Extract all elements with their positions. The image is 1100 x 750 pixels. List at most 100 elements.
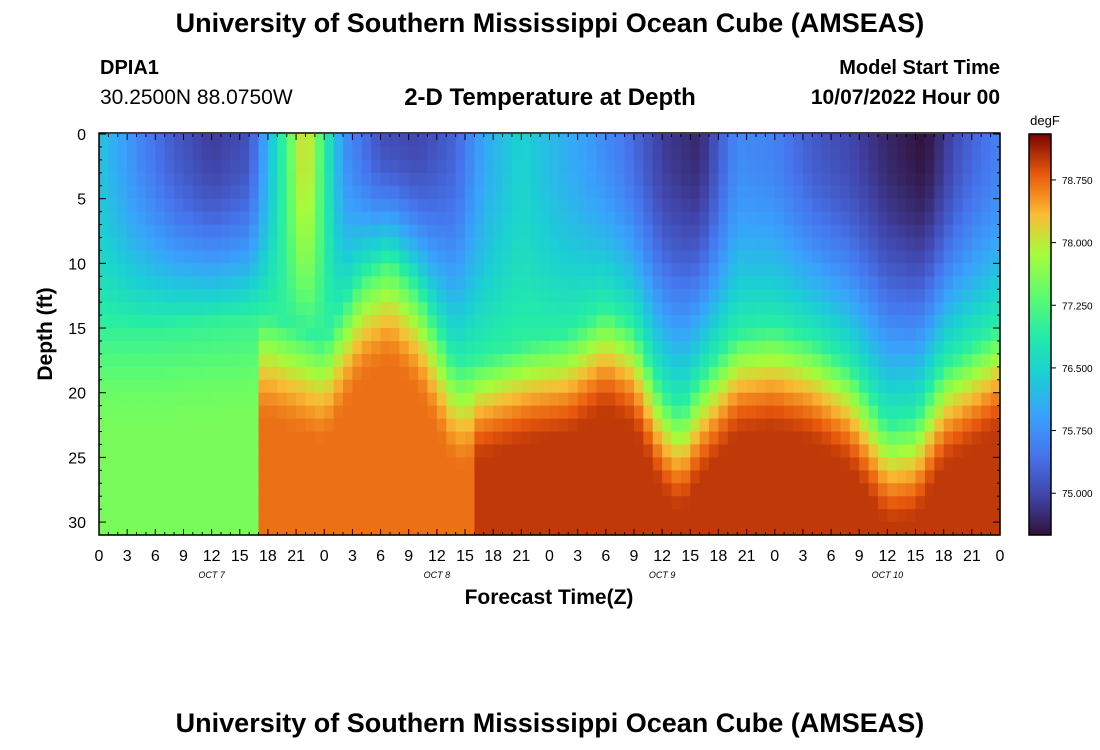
heatmap-cell <box>502 496 513 510</box>
heatmap-cell <box>981 172 992 187</box>
heatmap-cell <box>436 237 447 252</box>
heatmap-cell <box>784 431 795 446</box>
heatmap-cell <box>577 237 588 252</box>
heatmap-cell <box>765 263 776 277</box>
heatmap-cell <box>981 431 992 446</box>
heatmap-cell <box>962 185 973 200</box>
heatmap-cell <box>352 379 363 394</box>
heatmap-cell <box>277 315 288 329</box>
heatmap-cell <box>99 211 109 226</box>
heatmap-cell <box>314 159 325 174</box>
heatmap-cell <box>286 276 297 290</box>
heatmap-cell <box>934 522 945 536</box>
heatmap-cell <box>802 405 813 420</box>
heatmap-cell <box>343 340 354 355</box>
heatmap-cell <box>465 289 476 303</box>
heatmap-cell <box>380 315 391 329</box>
heatmap-cell <box>521 392 532 407</box>
heatmap-cell <box>943 522 954 536</box>
heatmap-cell <box>221 276 231 290</box>
heatmap-cell <box>455 470 466 484</box>
heatmap-cell <box>906 353 917 368</box>
heatmap-cell <box>755 276 766 290</box>
heatmap-cell <box>915 457 926 471</box>
heatmap-cell <box>596 134 607 148</box>
heatmap-cell <box>446 224 457 239</box>
heatmap-cell <box>737 379 748 394</box>
heatmap-cell <box>831 134 842 148</box>
heatmap-cell <box>568 379 579 394</box>
heatmap-cell <box>371 146 382 161</box>
heatmap-cell <box>953 159 964 174</box>
heatmap-cell <box>577 211 588 226</box>
heatmap-cell <box>465 509 476 523</box>
heatmap-cell <box>493 496 504 510</box>
heatmap-cell <box>849 522 860 536</box>
heatmap-cell <box>136 444 147 458</box>
heatmap-cell <box>605 315 616 329</box>
heatmap-cell <box>605 444 616 458</box>
heatmap-cell <box>145 496 156 510</box>
heatmap-cell <box>962 340 973 355</box>
heatmap-cell <box>202 159 213 174</box>
heatmap-cell <box>990 250 1001 264</box>
heatmap-cell <box>831 237 842 252</box>
heatmap-cell <box>943 353 954 368</box>
heatmap-cell <box>587 198 598 213</box>
heatmap-cell <box>624 444 635 458</box>
heatmap-cell <box>155 522 166 536</box>
heatmap-cell <box>371 366 382 381</box>
heatmap-cell <box>587 250 598 264</box>
heatmap-cell <box>671 431 682 446</box>
heatmap-cell <box>155 379 166 394</box>
heatmap-cells <box>99 134 1001 536</box>
heatmap-cell <box>239 302 250 316</box>
heatmap-cell <box>474 392 485 407</box>
heatmap-cell <box>249 392 260 407</box>
heatmap-cell <box>953 340 964 355</box>
heatmap-cell <box>558 146 569 161</box>
heatmap-cell <box>840 340 851 355</box>
heatmap-cell <box>192 134 203 148</box>
heatmap-cell <box>230 353 241 368</box>
heatmap-cell <box>971 250 982 264</box>
heatmap-cell <box>296 146 307 161</box>
heatmap-cell <box>502 159 513 174</box>
heatmap-cell <box>690 159 701 174</box>
heatmap-cell <box>624 289 635 303</box>
heatmap-cell <box>314 146 325 161</box>
heatmap-cell <box>502 457 513 471</box>
heatmap-cell <box>793 237 804 252</box>
heatmap-cell <box>727 146 738 161</box>
heatmap-cell <box>774 470 785 484</box>
heatmap-cell <box>577 379 588 394</box>
heatmap-cell <box>164 444 175 458</box>
heatmap-cell <box>727 418 738 433</box>
heatmap-cell <box>136 302 147 316</box>
heatmap-cell <box>511 263 522 277</box>
heatmap-cell <box>680 340 691 355</box>
heatmap-cell <box>558 185 569 200</box>
heatmap-cell <box>849 185 860 200</box>
heatmap-cell <box>680 483 691 497</box>
heatmap-cell <box>408 522 419 536</box>
heatmap-cell <box>99 379 109 394</box>
heatmap-cell <box>145 289 156 303</box>
heatmap-cell <box>568 353 579 368</box>
heatmap-cell <box>408 418 419 433</box>
heatmap-cell <box>192 302 203 316</box>
heatmap-cell <box>943 328 954 342</box>
heatmap-cell <box>577 353 588 368</box>
heatmap-cell <box>427 185 438 200</box>
heatmap-cell <box>699 146 710 161</box>
heatmap-cell <box>868 211 879 226</box>
heatmap-cell <box>446 237 457 252</box>
heatmap-cell <box>709 418 720 433</box>
heatmap-cell <box>145 237 156 252</box>
heatmap-cell <box>840 185 851 200</box>
heatmap-cell <box>455 211 466 226</box>
heatmap-cell <box>305 302 316 316</box>
heatmap-cell <box>765 146 776 161</box>
heatmap-cell <box>286 444 297 458</box>
heatmap-cell <box>802 263 813 277</box>
